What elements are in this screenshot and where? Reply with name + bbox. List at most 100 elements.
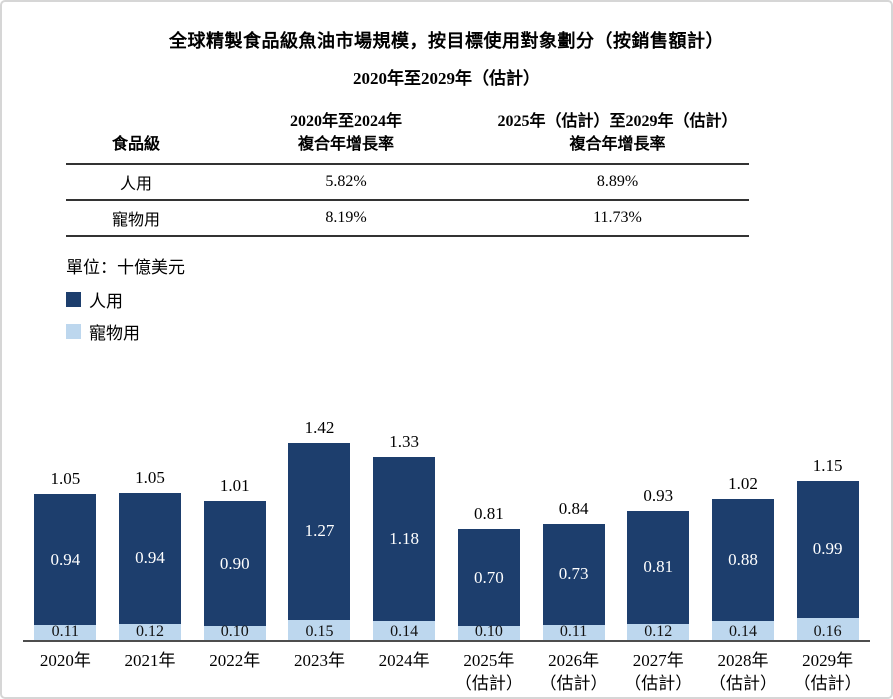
pet-value-label: 0.10 [220, 623, 249, 641]
pet-value-label: 0.11 [51, 623, 80, 641]
x-axis-label: 2025年 （估計） [447, 650, 532, 695]
x-axis-label: 2024年 [362, 650, 447, 695]
human-value-label: 0.90 [219, 553, 250, 573]
x-axis-label-line: （估計） [793, 673, 862, 693]
bar-segment-human: 0.94 [34, 494, 97, 626]
table-header-row: 食品級 2020年至2024年 複合年增長率 2025年（估計）至2029年（估… [66, 110, 749, 166]
pet-value-label: 0.10 [474, 623, 503, 641]
bar-segment-pet: 0.11 [34, 623, 97, 641]
bar-total-label: 1.01 [219, 476, 250, 496]
bar-segment-human: 1.27 [288, 443, 351, 620]
human-value-label: 0.99 [812, 539, 843, 559]
bar-segment-pet: 0.10 [457, 623, 520, 641]
bar-column: 1.33 1.18 0.14 [362, 399, 447, 641]
bar-total-label: 1.42 [304, 418, 335, 438]
bar-total-label: 1.02 [728, 473, 758, 493]
x-axis-label-line: 2026年 [548, 651, 600, 671]
stacked-bar-chart: 1.05 0.94 0.11 1.05 0.94 0.12 1.01 0.90 0.10 1.42… [2, 399, 891, 695]
bar-column: 1.42 1.27 0.15 [277, 399, 362, 641]
x-axis-label: 2029年 （估計） [785, 650, 870, 695]
x-axis-label-line: （估計） [539, 673, 608, 693]
legend-swatch-pet-icon [66, 324, 81, 340]
bar-segment-human: 1.18 [373, 456, 436, 621]
bar-total-label: 0.93 [643, 486, 674, 506]
bar-segment-pet: 0.16 [796, 618, 859, 641]
row-label-human: 人用 [66, 164, 206, 202]
bar-segment-pet: 0.11 [542, 623, 605, 641]
x-axis-label-line: 2025年 [463, 651, 515, 671]
legend-item-pet: 寵物用 [66, 319, 891, 344]
bar-segment-human: 0.90 [203, 501, 266, 627]
x-axis-label-line: 2028年 [717, 651, 769, 671]
bar-segment-pet: 0.12 [119, 623, 182, 641]
page-title: 全球精製食品級魚油市場規模，按目標使用對象劃分（按銷售額計） [169, 31, 724, 51]
human-value-label: 0.94 [135, 548, 165, 568]
legend-label-pet: 寵物用 [89, 324, 140, 344]
bar-total-label: 0.84 [558, 498, 589, 518]
bar-segment-human: 0.73 [542, 523, 605, 626]
bar-segment-pet: 0.15 [288, 619, 351, 641]
pet-value-label: 0.14 [728, 623, 757, 641]
x-axis-label: 2021年 [108, 650, 193, 695]
bar-total-label: 1.05 [50, 469, 81, 489]
pet-value-label: 0.16 [813, 623, 842, 641]
row-label-pet: 寵物用 [66, 200, 206, 238]
bar-total-label: 1.05 [135, 468, 165, 487]
bar-column: 1.01 0.90 0.10 [192, 399, 277, 641]
bar-stack: 0.99 0.16 [796, 480, 859, 641]
bar-segment-pet: 0.10 [203, 623, 266, 641]
pet-value-label: 0.12 [644, 623, 673, 641]
bar-columns: 1.05 0.94 0.11 1.05 0.94 0.12 1.01 0.90 0.10 1.42… [23, 399, 870, 641]
bar-stack: 0.94 0.11 [34, 494, 97, 641]
bar-column: 0.93 0.81 0.12 [616, 399, 701, 641]
human-cagr-2025-2029: 8.89% [486, 164, 749, 202]
human-value-label: 0.88 [728, 549, 758, 569]
legend-item-human: 人用 [66, 287, 891, 312]
human-value-label: 0.70 [473, 567, 504, 587]
x-axis-label: 2022年 [192, 650, 277, 695]
legend-label-human: 人用 [89, 292, 123, 312]
x-axis-label-line: （估計） [454, 673, 523, 693]
bar-column: 1.05 0.94 0.12 [108, 399, 193, 641]
page-subtitle: 2020年至2029年（估計） [353, 69, 540, 88]
x-axis-label: 2020年 [23, 650, 108, 695]
bar-segment-human: 0.88 [711, 498, 774, 621]
bar-stack: 0.70 0.10 [457, 529, 520, 641]
bar-total-label: 1.33 [389, 431, 420, 451]
bar-stack: 0.81 0.12 [627, 511, 690, 641]
x-axis-label: 2028年 （估計） [701, 650, 786, 695]
pet-value-label: 0.11 [559, 623, 588, 641]
table-row: 人用 5.82% 8.89% [66, 164, 749, 202]
x-axis-label-line: 2022年 [209, 651, 261, 671]
bar-column: 1.02 0.88 0.14 [701, 399, 786, 641]
legend-swatch-human-icon [66, 292, 81, 308]
pet-value-label: 0.15 [305, 623, 334, 641]
unit-label: 單位：十億美元 [66, 258, 185, 278]
bar-stack: 1.27 0.15 [288, 443, 351, 641]
human-value-label: 1.27 [304, 521, 335, 541]
x-axis-label-line: 2020年 [39, 651, 91, 671]
cagr-table: 食品級 2020年至2024年 複合年增長率 2025年（估計）至2029年（估… [66, 110, 749, 238]
bar-segment-human: 0.70 [457, 529, 520, 627]
bar-stack: 0.90 0.10 [203, 501, 266, 641]
table-header-food-grade: 食品級 [66, 110, 206, 166]
x-axis-label: 2027年 （估計） [616, 650, 701, 695]
pet-cagr-2025-2029: 11.73% [486, 200, 749, 238]
bar-total-label: 1.15 [812, 455, 843, 475]
bar-segment-pet: 0.12 [627, 623, 690, 641]
bar-stack: 1.18 0.14 [373, 456, 436, 641]
legend: 人用 寵物用 [66, 287, 891, 344]
x-axis-label: 2023年 [277, 650, 362, 695]
human-value-label: 1.18 [389, 528, 420, 548]
x-axis-label-line: （估計） [708, 673, 777, 693]
x-axis-label-line: 2024年 [378, 651, 430, 671]
table-header-cagr-2025-2029: 2025年（估計）至2029年（估計） 複合年增長率 [486, 110, 749, 166]
x-axis-label: 2026年 （估計） [531, 650, 616, 695]
bar-column: 0.84 0.73 0.11 [531, 399, 616, 641]
bar-segment-human: 0.81 [627, 511, 690, 624]
bar-column: 1.15 0.99 0.16 [785, 399, 870, 641]
pet-value-label: 0.14 [390, 623, 419, 641]
human-value-label: 0.73 [558, 564, 589, 584]
bar-column: 1.05 0.94 0.11 [23, 399, 108, 641]
